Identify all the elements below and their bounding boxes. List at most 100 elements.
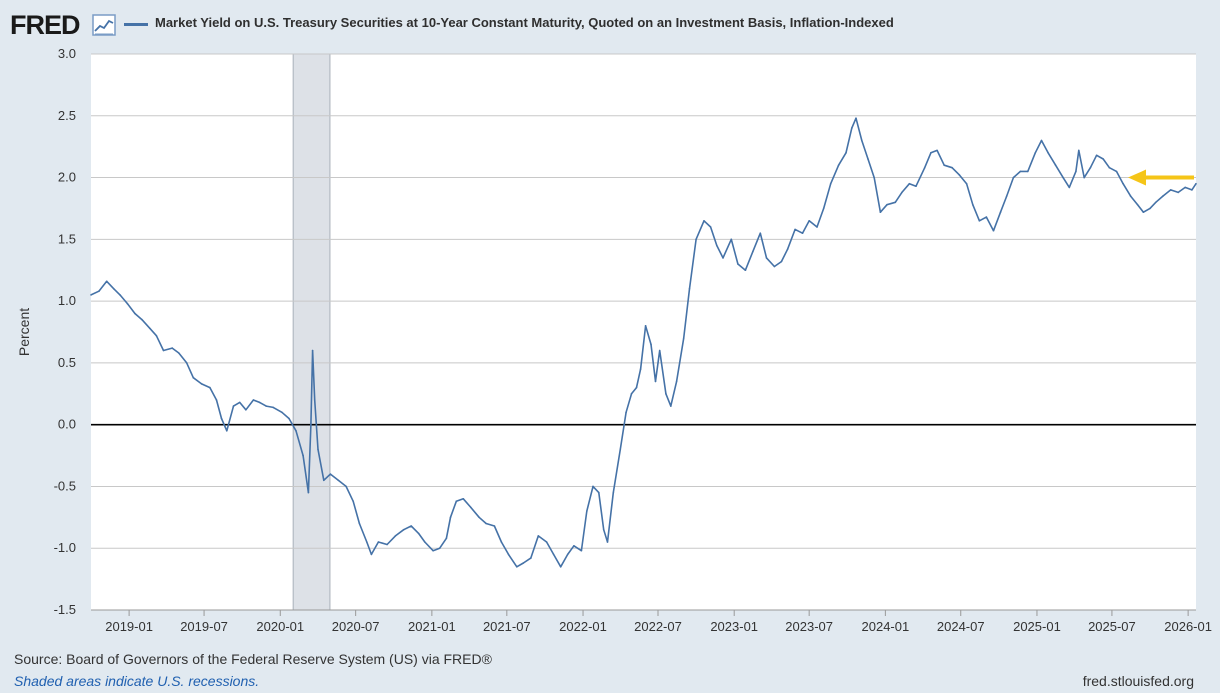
- x-tick-label: 2026-01: [1164, 619, 1212, 634]
- data-point: [930, 152, 932, 154]
- y-tick-label: -0.5: [54, 478, 76, 493]
- data-point: [313, 399, 316, 401]
- data-point: [366, 541, 368, 543]
- legend-swatch: [124, 23, 148, 26]
- data-point: [606, 541, 609, 543]
- data-point: [323, 479, 325, 482]
- data-point: [386, 543, 388, 546]
- data-point: [417, 532, 420, 535]
- data-point: [258, 401, 261, 404]
- data-point: [478, 516, 480, 519]
- data-point: [1047, 152, 1049, 154]
- data-point: [908, 182, 911, 185]
- data-point: [602, 528, 605, 531]
- source-note: Source: Board of Governors of the Federa…: [14, 651, 492, 667]
- data-point: [311, 349, 314, 352]
- data-point: [598, 491, 600, 494]
- data-point: [238, 401, 241, 404]
- series-line: [90, 117, 1197, 568]
- chart-header: FRED Market Yield on U.S. Treasury Secur…: [0, 0, 1220, 46]
- data-point: [586, 510, 588, 512]
- fred-logo[interactable]: FRED: [10, 10, 80, 40]
- data-point: [619, 448, 622, 451]
- data-point: [352, 500, 355, 503]
- x-tick-label: 2025-01: [1013, 619, 1061, 634]
- data-point: [232, 405, 235, 407]
- fred-url[interactable]: fred.stlouisfed.org: [1082, 673, 1194, 689]
- data-point: [861, 139, 863, 142]
- data-point: [592, 485, 594, 488]
- chart-area[interactable]: 3.0 2.5 2.0 1.5 1.0 0.5 0.0 -0.5 -1.0 -1.5 2019-01…: [0, 0, 1220, 648]
- recession-band: [292, 53, 331, 611]
- data-point: [580, 549, 583, 552]
- data-point: [1034, 152, 1037, 154]
- x-tick-label: 2020-07: [332, 619, 380, 634]
- data-point: [162, 349, 165, 352]
- data-point: [958, 174, 961, 176]
- data-point: [119, 294, 121, 296]
- data-point: [307, 491, 310, 494]
- y-tick-label: -1.5: [54, 602, 76, 617]
- data-point: [530, 557, 532, 559]
- data-point: [978, 220, 981, 222]
- y-tick-label: 1.5: [58, 231, 76, 246]
- data-point: [1012, 176, 1015, 179]
- data-point: [185, 362, 188, 364]
- x-tick-label: 2022-01: [559, 619, 607, 634]
- data-point: [1054, 164, 1057, 166]
- data-point: [424, 541, 426, 543]
- data-point: [220, 417, 223, 420]
- data-point: [155, 334, 158, 337]
- data-point: [493, 525, 496, 527]
- data-point: [894, 201, 897, 204]
- data-point: [1184, 186, 1186, 189]
- data-point: [794, 228, 796, 231]
- data-point: [873, 176, 875, 179]
- data-point: [252, 399, 255, 401]
- data-point: [1195, 182, 1197, 185]
- data-point: [999, 211, 1002, 213]
- data-point: [985, 216, 988, 218]
- data-point: [149, 327, 151, 330]
- data-point: [226, 430, 228, 432]
- data-point: [625, 411, 627, 414]
- data-point: [209, 386, 211, 389]
- data-point: [1177, 191, 1179, 194]
- data-point: [141, 318, 143, 321]
- data-point: [1068, 186, 1071, 189]
- data-point: [737, 263, 739, 265]
- data-point: [936, 149, 938, 152]
- data-point: [310, 423, 312, 426]
- data-point: [302, 454, 304, 457]
- data-point: [358, 522, 361, 525]
- data-point: [1136, 203, 1139, 206]
- data-point: [695, 238, 697, 241]
- data-point: [1122, 182, 1124, 185]
- data-point: [345, 485, 347, 488]
- data-point: [808, 220, 810, 222]
- data-point: [370, 553, 373, 556]
- data-point: [644, 325, 647, 327]
- data-point: [612, 491, 615, 494]
- data-point: [317, 448, 319, 451]
- data-point: [682, 337, 685, 340]
- data-point: [822, 207, 825, 210]
- recession-note[interactable]: Shaded areas indicate U.S. recessions.: [14, 673, 260, 689]
- data-point: [545, 541, 548, 543]
- x-tick-label: 2019-07: [180, 619, 228, 634]
- data-point: [432, 549, 434, 552]
- y-axis-label: Percent: [16, 308, 32, 356]
- data-point: [1062, 176, 1064, 179]
- data-point: [337, 479, 340, 482]
- y-tick-label: 3.0: [58, 46, 76, 61]
- chart-line-icon: [92, 14, 116, 36]
- x-tick-label: 2021-07: [483, 619, 531, 634]
- data-point: [1115, 170, 1118, 173]
- data-point: [1129, 195, 1132, 197]
- data-point: [507, 553, 510, 556]
- data-point: [1040, 139, 1043, 142]
- data-point: [816, 226, 818, 228]
- data-point: [1102, 158, 1104, 160]
- series-title[interactable]: Market Yield on U.S. Treasury Securities…: [155, 15, 894, 30]
- arrow-head-icon: [1128, 169, 1146, 186]
